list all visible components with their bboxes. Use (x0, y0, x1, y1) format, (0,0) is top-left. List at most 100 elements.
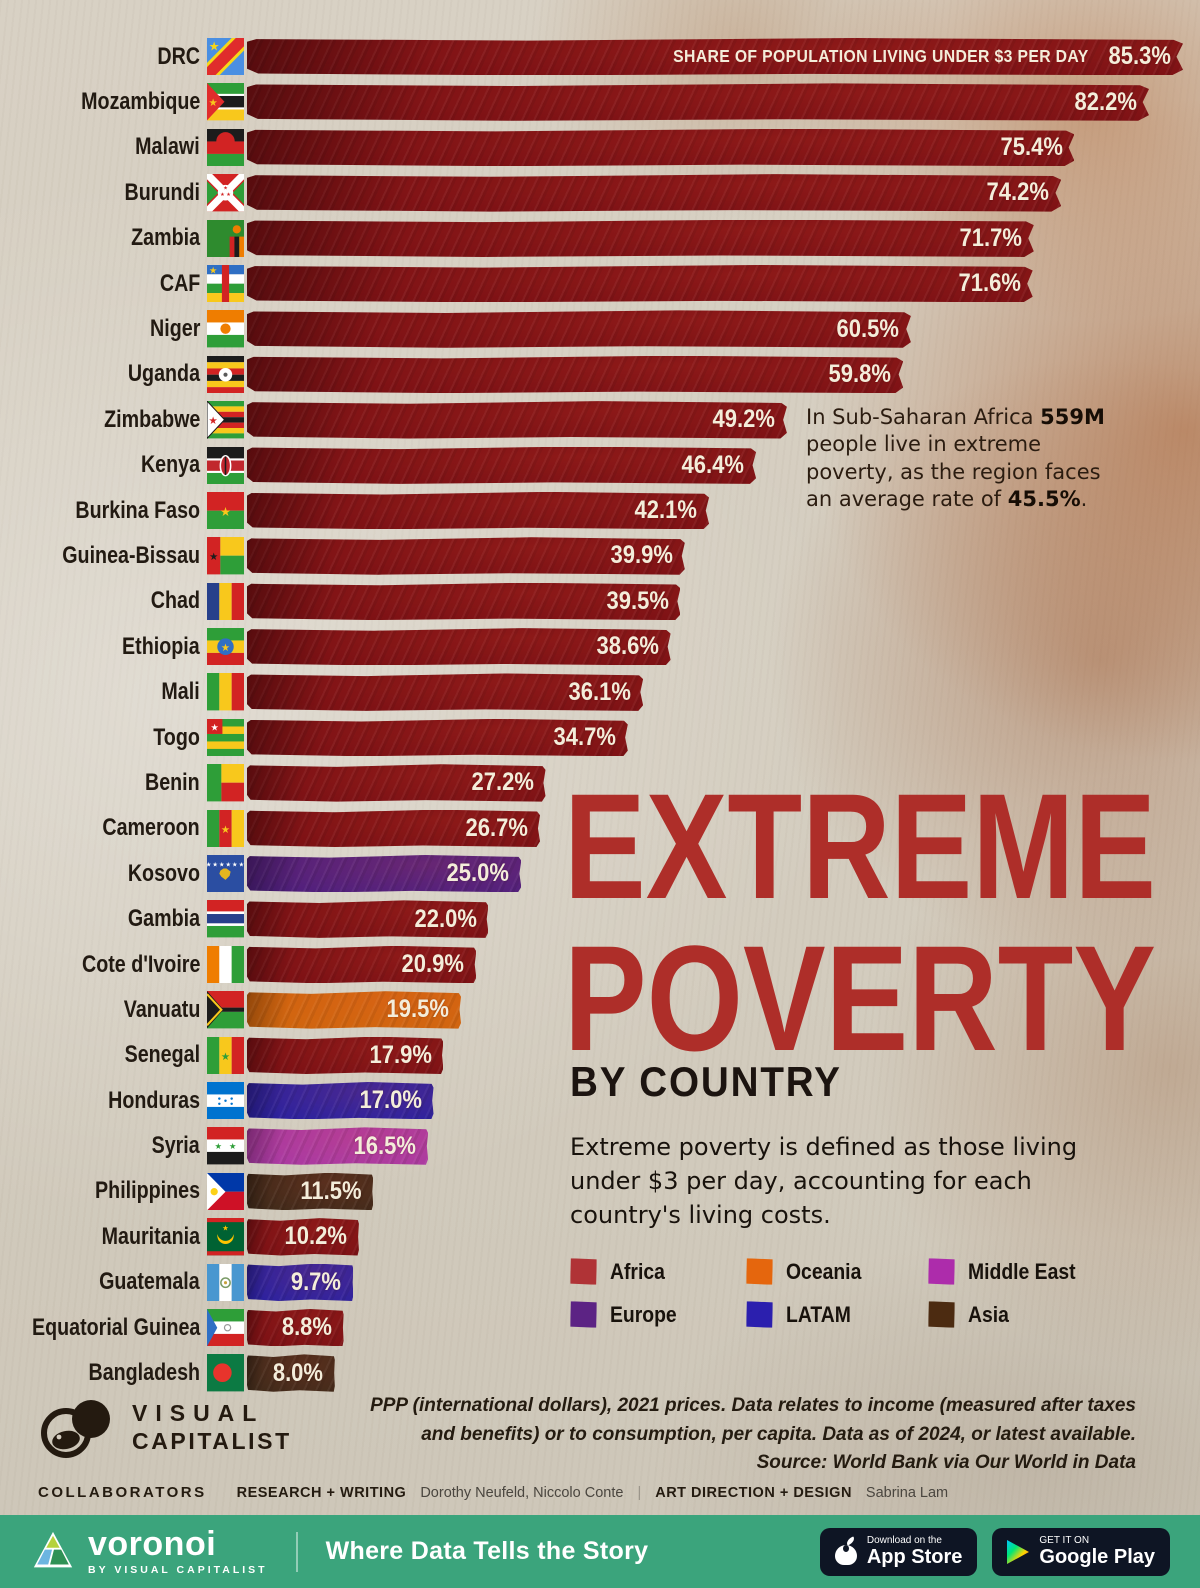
poverty-bar: 10.2% (247, 1218, 359, 1256)
chart-row: Guatemala 9.7% (0, 1263, 1183, 1301)
flag-chad-icon (207, 582, 244, 621)
chart-row: Burundi ★ ★ ★ 74.2% (0, 174, 1183, 212)
country-label: Senegal (124, 1041, 200, 1069)
store-badges: Download on the App Store GET IT ON (819, 1527, 1170, 1576)
bar-value-label: 8.0% (272, 1358, 323, 1387)
chart-row: Ethiopia ★ 38.6% (0, 628, 1183, 666)
chart-row: Bangladesh 8.0% (0, 1354, 1183, 1392)
app-store-badge[interactable]: Download on the App Store (819, 1527, 978, 1576)
collaborators: COLLABORATORS RESEARCH + WRITING Dorothy… (38, 1484, 949, 1501)
svg-text:★: ★ (221, 823, 230, 835)
bar-series-label: SHARE OF POPULATION LIVING UNDER $3 PER … (672, 46, 1089, 67)
bar-value-label: 8.8% (281, 1313, 332, 1342)
flag-guineabissau-icon: ★ (207, 537, 244, 575)
poverty-bar: 11.5% (247, 1172, 373, 1211)
footer-bar: voronoi BY VISUAL CAPITALIST Where Data … (0, 1515, 1200, 1588)
country-label: Mozambique (80, 88, 200, 116)
poverty-bar: 38.6% (247, 628, 671, 666)
chart-row: Vanuatu 19.5% (0, 991, 1183, 1029)
poverty-bar: 9.7% (247, 1263, 353, 1301)
chart-row: Niger 60.5% (0, 310, 1183, 348)
svg-text:★: ★ (221, 642, 230, 654)
bar-value-label: 27.2% (471, 768, 534, 797)
voronoi-wordmark: voronoi (88, 1525, 217, 1563)
flag-kenya-icon (207, 446, 244, 484)
country-label: Guatemala (99, 1268, 200, 1296)
bar-value-label: 42.1% (634, 496, 697, 525)
country-label: CAF (159, 269, 200, 297)
chart-row: DRC ★ SHARE OF POPULATION LIVING UNDER $… (0, 38, 1183, 76)
source-line: Source: World Bank via Our World in Data (756, 1452, 1136, 1473)
poverty-bar: 42.1% (247, 491, 709, 530)
country-label: Ethiopia (122, 632, 200, 660)
bar-value-label: 19.5% (386, 995, 449, 1024)
legend: Africa Oceania Middle East Europe LATAM … (570, 1258, 1090, 1328)
svg-text:★: ★ (223, 186, 228, 192)
country-label: Bangladesh (88, 1359, 200, 1387)
flag-mali-icon (207, 673, 244, 711)
google-play-badge[interactable]: GET IT ON Google Play (992, 1527, 1170, 1576)
svg-text:★: ★ (209, 97, 218, 109)
bar-value-label: 75.4% (1000, 132, 1063, 161)
country-label: Kenya (140, 451, 200, 479)
chart-row: Cameroon ★ 26.7% (0, 809, 1183, 848)
footer-tagline: Where Data Tells the Story (325, 1537, 649, 1565)
chart-row: Zambia 71.7% (0, 219, 1183, 257)
country-label: Honduras (108, 1086, 200, 1114)
poverty-bar: 71.6% (247, 264, 1033, 303)
bar-value-label: 22.0% (414, 904, 477, 933)
chart-row: Syria ★ ★ 16.5% (0, 1127, 1183, 1165)
chart-row: Mozambique ★ 82.2% (0, 83, 1183, 121)
chart-row: Mali 36.1% (0, 673, 1183, 711)
visual-capitalist-logo: VISUAL CAPITALIST (36, 1396, 292, 1460)
flag-niger-icon (207, 310, 244, 348)
svg-text:★: ★ (229, 1141, 236, 1151)
legend-item-middle-east: Middle East (928, 1258, 1090, 1285)
poverty-bar: 59.8% (247, 355, 903, 394)
legend-label: LATAM (786, 1301, 851, 1327)
bar-value-label: 34.7% (553, 723, 616, 752)
country-label: Cameroon (102, 814, 200, 842)
bar-value-label: 60.5% (836, 314, 899, 343)
poverty-bar: 49.2% (247, 401, 787, 439)
poverty-bar: 19.5% (247, 991, 461, 1029)
bar-value-label: 74.2% (986, 178, 1050, 207)
poverty-bar: 46.4% (247, 446, 756, 484)
bar-value-label: 49.2% (712, 405, 775, 434)
poverty-bar: 20.9% (247, 945, 476, 984)
research-writing-role: RESEARCH + WRITING (236, 1485, 407, 1501)
svg-text:★: ★ (220, 192, 225, 198)
svg-text:★: ★ (209, 415, 218, 427)
country-label: Gambia (127, 905, 200, 933)
bar-value-label: 85.3% (1108, 42, 1171, 71)
legend-label: Africa (610, 1258, 665, 1284)
svg-text:★★★★★★: ★★★★★★ (207, 861, 244, 868)
bar-value-label: 20.9% (401, 950, 465, 978)
source-line: and benefits) or to consumption, per cap… (421, 1423, 1136, 1445)
poverty-bar: 39.5% (247, 582, 680, 621)
flag-philippines-icon (207, 1172, 244, 1211)
bar-value-label: 11.5% (300, 1176, 362, 1205)
legend-swatch (928, 1301, 955, 1328)
svg-text:★: ★ (221, 1050, 230, 1062)
chart-row: Guinea-Bissau ★ 39.9% (0, 537, 1183, 575)
art-direction-role: ART DIRECTION + DESIGN (655, 1485, 852, 1501)
country-label: Philippines (95, 1177, 200, 1205)
legend-swatch (928, 1258, 955, 1285)
chart-row: Honduras 17.0% (0, 1081, 1183, 1120)
chart-row: Chad 39.5% (0, 582, 1183, 621)
chart-row: CAF ★ 71.6% (0, 264, 1183, 303)
poverty-bar: 17.0% (247, 1081, 434, 1120)
svg-text:★: ★ (226, 192, 231, 198)
bar-value-label: 46.4% (681, 450, 745, 479)
annotation: In Sub-Saharan Africa 559M people live i… (806, 405, 1105, 511)
chart-row: Uganda 59.8% (0, 355, 1183, 394)
chart-rows: DRC ★ SHARE OF POPULATION LIVING UNDER $… (0, 38, 1183, 1392)
country-label: Vanuatu (123, 995, 200, 1023)
bar-value-label: 17.9% (369, 1040, 432, 1069)
country-label: Kosovo (127, 859, 200, 887)
collaborators-heading: COLLABORATORS (38, 1484, 207, 1501)
poverty-bar: 36.1% (247, 673, 643, 711)
chart-row: Togo ★ 34.7% (0, 718, 1183, 757)
country-label: Cote d'Ivoire (81, 950, 200, 978)
